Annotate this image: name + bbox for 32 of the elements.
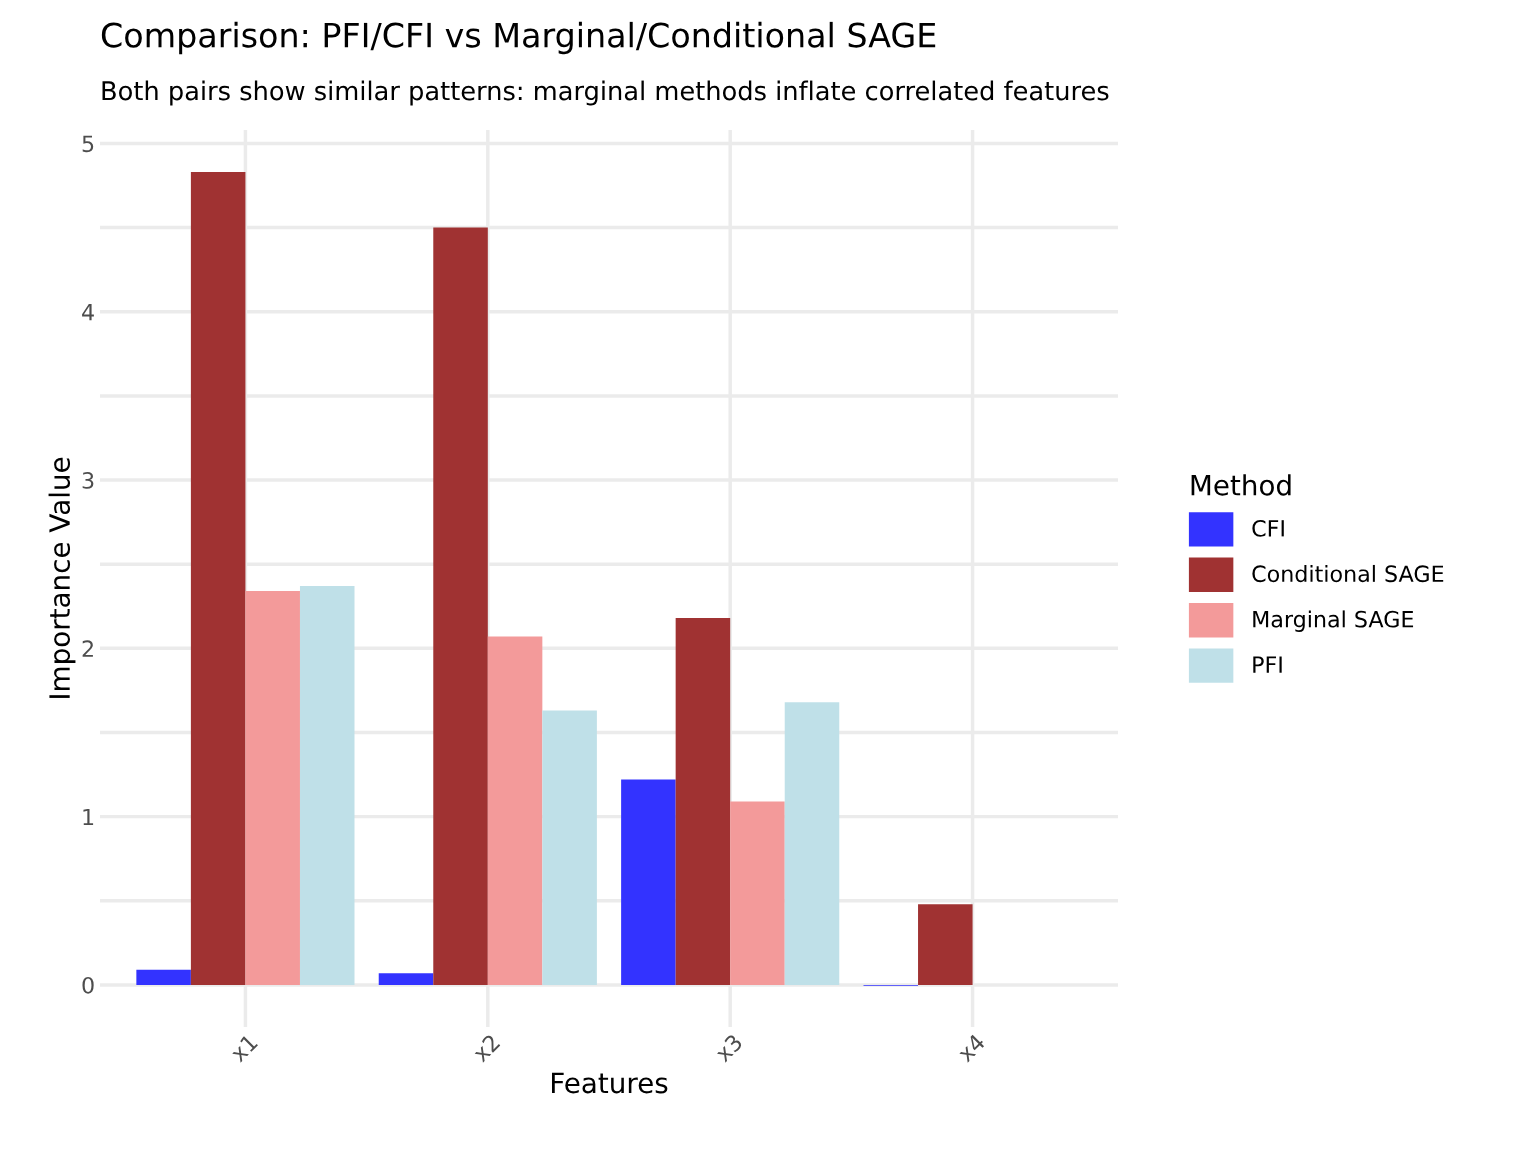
- y-tick-label: 0: [82, 976, 94, 994]
- legend-title: Method: [1191, 474, 1291, 496]
- legend-label: Conditional SAGE: [1252, 564, 1444, 583]
- x-tick-label: x4: [956, 1033, 986, 1063]
- x-tick-label: x2: [471, 1033, 501, 1063]
- bar: [918, 904, 973, 985]
- legend-label: PFI: [1253, 656, 1282, 673]
- y-tick-label: 4: [82, 304, 94, 321]
- y-axis-title: Importance Value: [48, 457, 76, 698]
- legend-label: Marginal SAGE: [1253, 610, 1414, 632]
- bar: [433, 227, 488, 985]
- y-tick-label: 2: [82, 640, 93, 657]
- bar: [136, 969, 191, 985]
- x-axis-title: Features: [552, 1072, 668, 1094]
- bar: [378, 973, 434, 985]
- bar: [487, 636, 543, 985]
- legend-label: CFI: [1252, 519, 1284, 537]
- y-tick-label: 1: [83, 808, 94, 826]
- bar: [542, 710, 597, 985]
- bar: [675, 618, 731, 985]
- bar: [190, 172, 246, 985]
- bar: [299, 586, 355, 985]
- chart-title: Comparison: PFI/CFI vs Marginal/Conditional SAGE: [101, 21, 936, 55]
- bar: [784, 702, 840, 985]
- bar: [245, 591, 300, 985]
- chart-subtitle: Both pairs show similar patterns: marginal methods inflate correlated features: [102, 80, 1109, 106]
- bar: [730, 801, 785, 985]
- bar: [621, 779, 676, 985]
- x-tick-label: x3: [713, 1033, 744, 1063]
- y-tick-label: 5: [82, 135, 94, 153]
- x-tick-label: x1: [229, 1033, 258, 1063]
- y-tick-label: 3: [82, 472, 94, 489]
